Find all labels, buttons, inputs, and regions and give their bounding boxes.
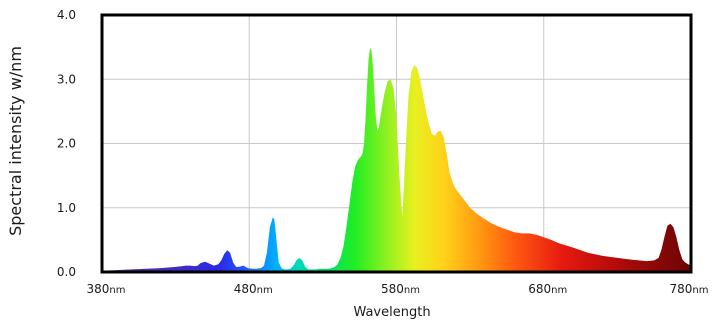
y-tick-label-2: 2.0 — [57, 137, 76, 151]
x-tick-value: 580 — [381, 282, 404, 296]
y-axis-title: Spectral intensity w/nm — [6, 46, 25, 236]
x-axis-ticks: 380nm 480nm 580nm 680nm 780nm — [87, 282, 709, 296]
y-tick-label-1: 1.0 — [57, 201, 76, 215]
x-tick-value: 680 — [528, 282, 551, 296]
plot-frame — [100, 13, 693, 274]
x-tick-label-2: 580nm — [381, 282, 420, 296]
x-tick-unit: nm — [257, 285, 273, 296]
y-axis-ticks: 0.0 1.0 2.0 3.0 4.0 — [57, 8, 76, 279]
spectrum-area — [102, 48, 691, 273]
x-tick-label-3: 680nm — [528, 282, 567, 296]
x-tick-label-4: 780nm — [670, 282, 709, 296]
x-tick-unit: nm — [692, 285, 708, 296]
x-axis-title: Wavelength — [353, 305, 430, 320]
x-tick-label-0: 380nm — [87, 282, 126, 296]
x-tick-unit: nm — [404, 285, 420, 296]
x-tick-unit: nm — [109, 285, 125, 296]
y-tick-label-3: 3.0 — [57, 72, 76, 86]
x-tick-value: 780 — [670, 282, 693, 296]
x-tick-label-1: 480nm — [234, 282, 273, 296]
x-tick-unit: nm — [551, 285, 567, 296]
y-tick-label-4: 4.0 — [57, 8, 76, 22]
y-tick-label-0: 0.0 — [57, 265, 76, 279]
x-tick-value: 380 — [87, 282, 110, 296]
x-tick-value: 480 — [234, 282, 257, 296]
